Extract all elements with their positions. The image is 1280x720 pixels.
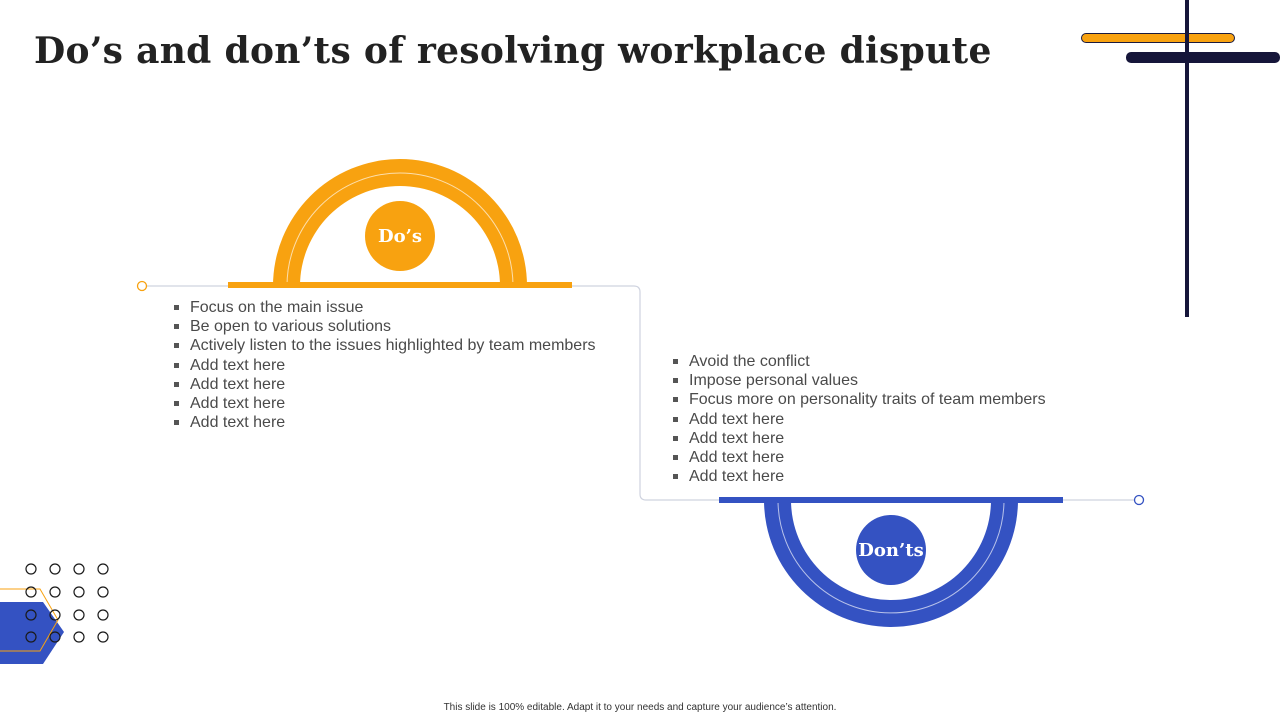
decorative-vertical-line [1185, 0, 1189, 317]
decorative-hexagon [0, 602, 64, 664]
donts-list: Avoid the conflict Impose personal value… [671, 352, 1046, 486]
connector-end-dot [1133, 494, 1145, 506]
list-item: Avoid the conflict [671, 352, 1046, 371]
list-item: Add text here [671, 429, 1046, 448]
decorative-navy-bar [1126, 52, 1280, 63]
list-item: Add text here [172, 356, 596, 375]
donts-badge: Don’ts [856, 515, 926, 585]
list-item: Add text here [172, 394, 596, 413]
list-item: Focus on the main issue [172, 298, 596, 317]
dos-list: Focus on the main issue Be open to vario… [172, 298, 596, 432]
decorative-dot-grid [25, 563, 109, 643]
list-item: Add text here [172, 375, 596, 394]
list-item: Actively listen to the issues highlighte… [172, 336, 596, 355]
list-item: Add text here [671, 467, 1046, 486]
decorative-orange-bar [1081, 33, 1235, 43]
dos-arch [273, 159, 527, 287]
list-item: Add text here [172, 413, 596, 432]
list-item: Add text here [671, 448, 1046, 467]
connector-start-dot [136, 280, 148, 292]
donts-base-bar [719, 497, 1063, 503]
list-item: Impose personal values [671, 371, 1046, 390]
list-item: Focus more on personality traits of team… [671, 390, 1046, 409]
dos-badge: Do’s [365, 201, 435, 271]
page-title: Do’s and don’ts of resolving workplace d… [34, 30, 992, 72]
connector-line [146, 285, 1135, 501]
list-item: Be open to various solutions [172, 317, 596, 336]
list-item: Add text here [671, 410, 1046, 429]
dos-base-bar [228, 282, 572, 288]
footer-note: This slide is 100% editable. Adapt it to… [443, 702, 837, 713]
donts-arch [764, 499, 1018, 627]
